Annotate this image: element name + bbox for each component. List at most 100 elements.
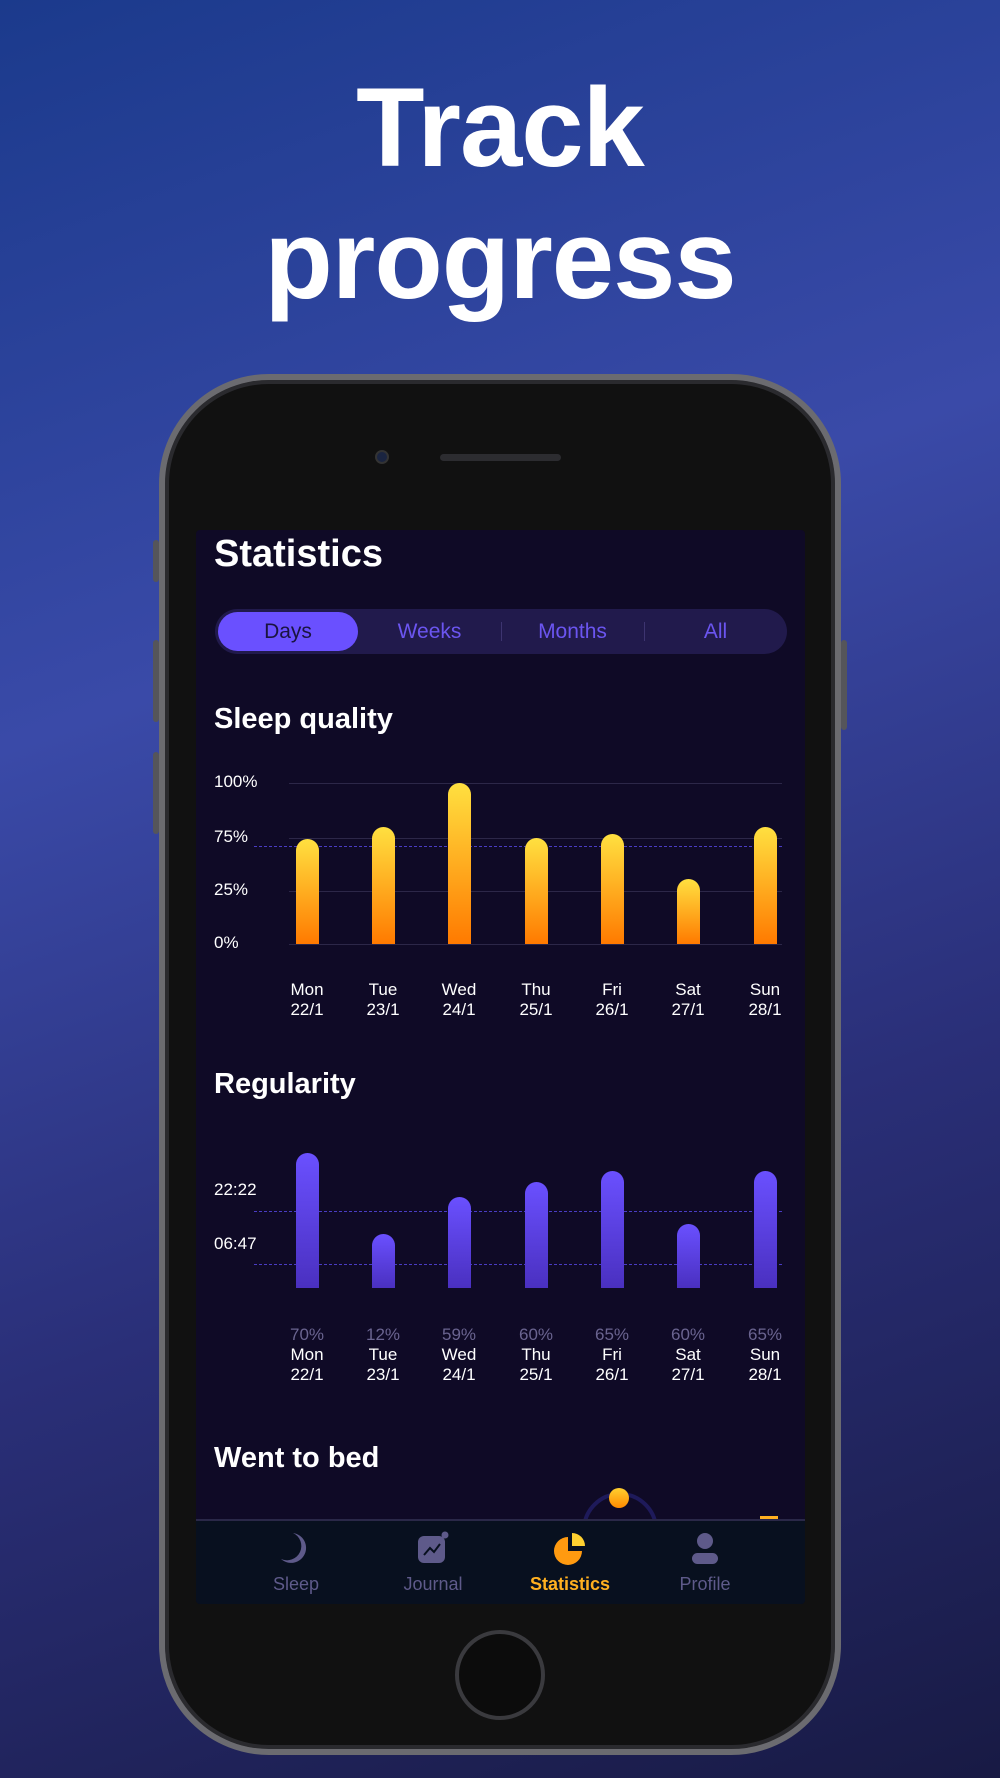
x-tick-label: 59% Wed 24/1 (429, 1325, 489, 1385)
percent-label: 12% (365, 1325, 401, 1344)
day-label: Wed (441, 1345, 477, 1364)
date-label: 24/1 (442, 1000, 476, 1019)
pie-chart-icon (554, 1533, 585, 1565)
day-label: Tue (368, 1345, 398, 1364)
percent-label: 70% (289, 1325, 325, 1344)
day-label: Sun (749, 980, 781, 999)
headline: Track progress (0, 62, 1000, 326)
app-screen: Statistics Days Weeks Months All Sleep q… (196, 530, 805, 1604)
x-tick-label: 12% Tue 23/1 (353, 1325, 413, 1385)
segment-days[interactable]: Days (218, 612, 358, 651)
x-tick-label: Sun 28/1 (735, 980, 795, 1020)
percent-label: 60% (670, 1325, 706, 1344)
home-button[interactable] (455, 1630, 545, 1720)
headline-line1: Track (356, 65, 645, 190)
segment-divider (501, 622, 502, 641)
date-label: 22/1 (290, 1000, 324, 1019)
tab-label: Statistics (529, 1574, 611, 1594)
grid-line (289, 783, 782, 784)
regularity-title: Regularity (214, 1068, 356, 1100)
moon-icon (281, 1533, 307, 1563)
x-tick-label: 70% Mon 22/1 (277, 1325, 337, 1385)
date-label: 28/1 (748, 1000, 782, 1019)
segment-months[interactable]: Months (538, 620, 607, 643)
bedtime-bar (760, 1516, 778, 1521)
date-label: 22/1 (290, 1365, 324, 1384)
x-tick-label: 60% Sat 27/1 (658, 1325, 718, 1385)
x-tick-label: Sat 27/1 (658, 980, 718, 1020)
date-label: 23/1 (366, 1365, 400, 1384)
volume-down-button (153, 752, 159, 834)
went-to-bed-title: Went to bed (214, 1442, 380, 1474)
bar (448, 1196, 471, 1288)
tab-label: Profile (679, 1574, 731, 1594)
regularity-chart: 22:22 06:47 70% Mon 22/1 12% Tue 23/1 59% Wed 24/1… (196, 530, 805, 1430)
tab-sleep[interactable]: Sleep (241, 1531, 351, 1595)
tab-bar: Sleep Journal Statistics Profile (196, 1519, 805, 1604)
bar (296, 1153, 319, 1288)
percent-label: 59% (441, 1325, 477, 1344)
y-tick-label: 25% (214, 880, 249, 899)
date-label: 24/1 (442, 1365, 476, 1384)
day-label: Mon (290, 1345, 324, 1364)
x-tick-label: 65% Fri 26/1 (582, 1325, 642, 1385)
bar (754, 827, 777, 944)
y-tick-label: 06:47 (214, 1234, 257, 1253)
bedtime-marker (609, 1488, 629, 1508)
y-tick-label: 100% (214, 772, 258, 791)
day-label: Mon (290, 980, 324, 999)
bar (448, 783, 471, 944)
y-tick-label: 22:22 (214, 1180, 257, 1199)
segment-weeks[interactable]: Weeks (397, 620, 462, 643)
bar (677, 1223, 700, 1288)
bar (677, 879, 700, 944)
date-label: 23/1 (366, 1000, 400, 1019)
bar (372, 1234, 395, 1288)
headline-line2: progress (264, 197, 736, 322)
x-tick-label: Tue 23/1 (353, 980, 413, 1020)
bar (296, 839, 319, 944)
tab-label: Sleep (272, 1574, 320, 1594)
sleep-quality-chart: 100% 75% 25% 0% Mon 22/1 Tue 23/1 Wed 24/1 Thu 25/1… (196, 530, 805, 1030)
day-label: Sat (675, 1345, 701, 1364)
day-label: Wed (441, 980, 477, 999)
volume-up-button (153, 640, 159, 722)
date-label: 26/1 (595, 1000, 629, 1019)
x-tick-label: 65% Sun 28/1 (735, 1325, 795, 1385)
tab-statistics[interactable]: Statistics (515, 1531, 625, 1595)
power-button (841, 640, 847, 730)
x-tick-label: Wed 24/1 (429, 980, 489, 1020)
guide-line (254, 1264, 782, 1265)
average-line (254, 846, 782, 848)
day-label: Sun (749, 1345, 781, 1364)
segment-all[interactable]: All (703, 620, 728, 643)
date-label: 27/1 (671, 1000, 705, 1019)
date-label: 25/1 (519, 1000, 553, 1019)
bar (601, 1171, 624, 1288)
bar (525, 838, 548, 944)
date-label: 27/1 (671, 1365, 705, 1384)
segment-divider (644, 622, 645, 641)
x-tick-label: Fri 26/1 (582, 980, 642, 1020)
percent-label: 65% (594, 1325, 630, 1344)
guide-line (254, 1211, 782, 1212)
date-label: 25/1 (519, 1365, 553, 1384)
page-title: Statistics (214, 533, 383, 575)
percent-label: 65% (747, 1325, 783, 1344)
percent-label: 60% (518, 1325, 554, 1344)
day-label: Tue (368, 980, 398, 999)
day-label: Fri (602, 1345, 622, 1364)
day-label: Thu (521, 980, 551, 999)
bar (372, 827, 395, 944)
tab-journal[interactable]: Journal (378, 1531, 488, 1595)
x-tick-label: Thu 25/1 (506, 980, 566, 1020)
x-tick-label: 60% Thu 25/1 (506, 1325, 566, 1385)
tab-profile[interactable]: Profile (650, 1531, 760, 1595)
bar (754, 1171, 777, 1288)
date-label: 28/1 (748, 1365, 782, 1384)
day-label: Fri (602, 980, 622, 999)
y-tick-label: 0% (214, 933, 239, 952)
period-segmented-control: Days Weeks Months All (215, 609, 787, 654)
bar (525, 1181, 548, 1288)
person-icon (692, 1533, 718, 1564)
